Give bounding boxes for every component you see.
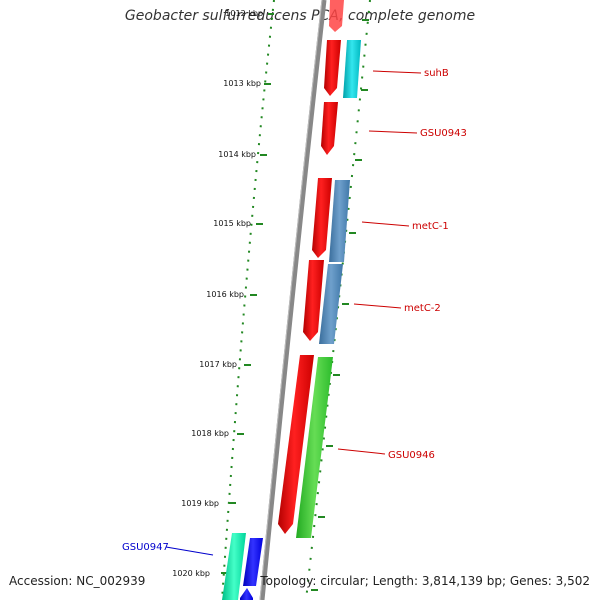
kbp-label: 1012 kbp: [225, 9, 263, 18]
ruler-major-ticks: [221, 13, 274, 574]
gene-features: [222, 0, 361, 600]
gene-label-metC-2[interactable]: metC-2: [404, 303, 441, 314]
accession-info: Accession: NC_002939: [9, 574, 145, 588]
gene-arrow-GSU0943[interactable]: [321, 102, 338, 155]
genome-backbone: [259, 0, 327, 600]
gene-box-GSU0946[interactable]: [296, 357, 333, 538]
gene-arrow-GSU0946-red[interactable]: [278, 355, 314, 534]
ruler-labels: 1012 kbp 1013 kbp 1014 kbp 1015 kbp 1016…: [172, 9, 263, 578]
gene-label-GSU0946[interactable]: GSU0946: [388, 450, 435, 461]
gene-box-metC-2[interactable]: [319, 264, 343, 344]
ruler-right-ticks: [311, 19, 369, 591]
gene-arrow-suhB[interactable]: [324, 40, 341, 96]
length-label: Length:: [372, 574, 419, 588]
length-value: 3,814,139 bp: [421, 574, 502, 588]
kbp-label: 1017 kbp: [199, 360, 237, 369]
kbp-label: 1015 kbp: [213, 219, 251, 228]
genes-value: 3,502: [555, 574, 590, 588]
gene-arrow-metC-1-red[interactable]: [312, 178, 332, 258]
gene-label-GSU0947[interactable]: GSU0947: [122, 542, 169, 553]
gene-box-GSU0947[interactable]: [222, 533, 246, 600]
gene-label-suhB[interactable]: suhB: [424, 68, 449, 79]
kbp-label: 1016 kbp: [206, 290, 244, 299]
ruler-track-left: [221, 0, 275, 600]
gene-arrow-metC-2-red[interactable]: [303, 260, 324, 341]
topology-value: circular: [320, 574, 365, 588]
kbp-label: 1014 kbp: [218, 150, 256, 159]
genes-label: Genes:: [509, 574, 552, 588]
kbp-label: 1019 kbp: [181, 499, 219, 508]
gene-labels: suhB GSU0943 metC-1 metC-2 GSU0946 GSU09…: [122, 68, 467, 553]
gene-arrow-blue[interactable]: [243, 538, 263, 586]
accession-label: Accession:: [9, 574, 73, 588]
label-leaders: [165, 70, 422, 556]
gene-label-GSU0943[interactable]: GSU0943: [420, 128, 467, 139]
kbp-label: 1013 kbp: [223, 79, 261, 88]
genome-stats: Topology: circular; Length: 3,814,139 bp…: [260, 574, 590, 588]
gene-label-metC-1[interactable]: metC-1: [412, 221, 449, 232]
kbp-label: 1020 kbp: [172, 569, 210, 578]
topology-label: Topology:: [260, 574, 317, 588]
map-title: Geobacter sulfurreducens PCA, complete g…: [124, 8, 476, 24]
gene-arrow-top[interactable]: [329, 0, 344, 32]
gene-box-metC-1[interactable]: [329, 180, 350, 262]
gene-arrow-blue-2[interactable]: [240, 588, 253, 600]
accession-value: NC_002939: [76, 574, 146, 588]
kbp-label: 1018 kbp: [191, 429, 229, 438]
gene-box-cyan[interactable]: [343, 40, 361, 98]
